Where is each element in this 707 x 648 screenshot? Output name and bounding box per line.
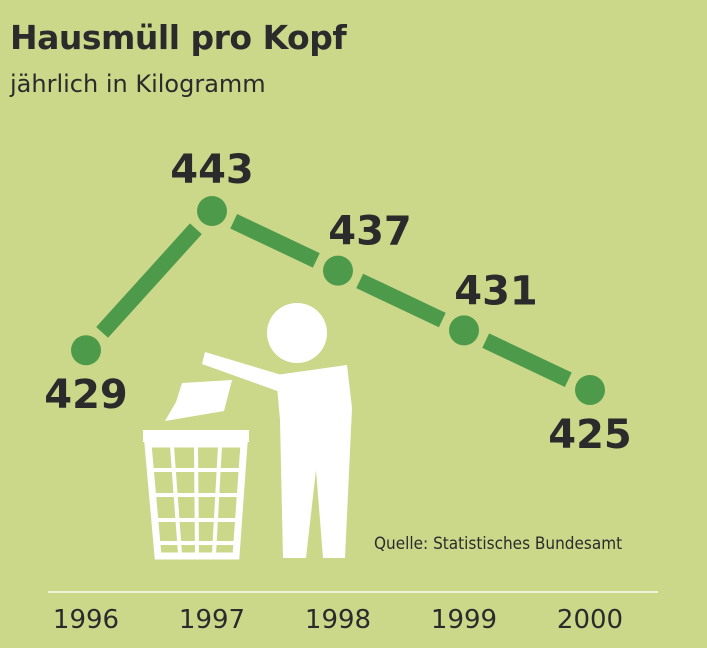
x-tick-label: 1996 xyxy=(53,605,119,635)
data-point xyxy=(71,335,101,366)
data-label: 437 xyxy=(328,209,412,255)
trash-bin-pictogram-icon xyxy=(143,303,352,560)
x-tick-label: 1997 xyxy=(179,605,245,635)
data-point xyxy=(197,196,227,226)
data-point xyxy=(323,255,353,286)
data-point xyxy=(575,375,605,405)
data-point xyxy=(449,315,479,346)
data-label: 443 xyxy=(170,147,254,193)
series-line-segment xyxy=(96,223,202,338)
x-tick-label: 2000 xyxy=(557,605,623,635)
chart-subtitle: jährlich in Kilogramm xyxy=(10,70,266,98)
series-line-segment xyxy=(482,333,572,387)
source-note: Quelle: Statistisches Bundesamt xyxy=(374,534,623,554)
data-label: 425 xyxy=(548,412,632,458)
x-tick-label: 1999 xyxy=(431,605,497,635)
chart-title: Hausmüll pro Kopf xyxy=(10,18,347,57)
data-label: 431 xyxy=(454,268,538,314)
series-line-segment xyxy=(230,214,320,268)
series-line-segment xyxy=(356,273,446,328)
x-tick-label: 1998 xyxy=(305,605,371,635)
data-label: 429 xyxy=(44,372,128,418)
